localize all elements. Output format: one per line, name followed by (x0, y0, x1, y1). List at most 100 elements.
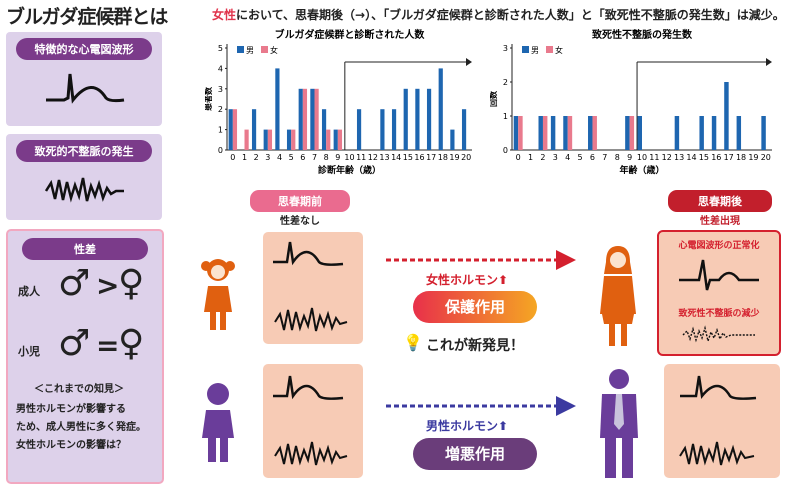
bar-male (321, 109, 327, 150)
x-tick-label: 19 (449, 153, 459, 162)
x-tick-label: 5 (289, 153, 294, 162)
bar-female (337, 129, 343, 150)
puberty-arrow-head (466, 58, 472, 66)
x-tick-label: 11 (356, 153, 366, 162)
x-tick-label: 9 (335, 153, 340, 162)
worsening-effect-badge: 増悪作用 (413, 438, 537, 470)
bar-male (761, 116, 766, 150)
x-tick-label: 10 (637, 153, 647, 162)
x-tick-label: 6 (590, 153, 595, 162)
bar-male (724, 82, 729, 150)
bar-male (563, 116, 568, 150)
bar-male (637, 116, 642, 150)
bar-male (333, 129, 338, 150)
sex-difference-appears: 性差出現 (700, 216, 740, 227)
x-tick-label: 17 (724, 153, 734, 162)
bar-male (538, 116, 543, 150)
x-tick-label: 1 (528, 153, 533, 162)
bar-male (380, 109, 385, 150)
discovery-text: これが新発見！ (426, 338, 524, 354)
x-tick-label: 4 (565, 153, 570, 162)
x-tick-label: 9 (627, 153, 632, 162)
bar-female (567, 116, 573, 150)
female-symbol-child: ♀ (118, 323, 145, 364)
boy-icon (202, 383, 234, 462)
arrhythmia-reduced-label: 致死性不整脈の減少 (678, 309, 760, 319)
bar-male (426, 88, 432, 150)
x-tick-label: 17 (426, 153, 436, 162)
bar-male (310, 88, 315, 150)
man-icon (600, 369, 638, 478)
bar-female (244, 129, 249, 150)
bar-male (736, 116, 742, 150)
chart-title: ブルガダ症候群と診断された人数 (275, 28, 426, 41)
x-axis-label: 年齢（歳） (619, 164, 664, 176)
page-title: ブルガダ症候群とは (6, 6, 168, 28)
x-tick-label: 14 (686, 153, 696, 162)
bar-male (674, 116, 680, 150)
y-axis-label: 患者数 (205, 86, 213, 111)
x-tick-label: 20 (761, 153, 771, 162)
male-hormone-label: 男性ホルモン⬆ (426, 419, 509, 433)
bar-female (518, 116, 523, 150)
y-tick-label: 2 (218, 105, 223, 114)
bar-male (228, 109, 233, 150)
bar-male (699, 116, 704, 150)
x-tick-label: 18 (736, 153, 746, 162)
x-tick-label: 7 (602, 153, 607, 162)
male-symbol-adult: ♂ (58, 263, 91, 304)
knowledge-line: 男性ホルモンが影響する (16, 404, 126, 415)
legend-swatch-male (237, 46, 244, 53)
lightbulb-icon: 💡 (403, 333, 423, 352)
y-tick-label: 5 (218, 44, 223, 53)
sex-difference-label: 性差 (22, 238, 148, 260)
knowledge-line: ため、成人男性に多く発症。 (16, 422, 146, 433)
x-tick-label: 8 (615, 153, 620, 162)
knowledge-title: ＜これまでの知見＞ (34, 384, 124, 395)
x-tick-label: 19 (748, 153, 758, 162)
arrhythmia-box: 致死的不整脈の発生 (6, 134, 162, 220)
bar-male (298, 88, 303, 150)
bar-male (391, 109, 397, 150)
y-tick-label: 1 (218, 126, 223, 135)
bar-female (629, 116, 635, 150)
post-puberty-male-ecg (664, 364, 780, 478)
x-tick-label: 13 (674, 153, 684, 162)
bar-male (438, 68, 443, 150)
child-comparison: = (96, 329, 120, 362)
x-tick-label: 8 (324, 153, 329, 162)
knowledge-line: 女性ホルモンの影響は？ (16, 440, 126, 451)
x-tick-label: 16 (711, 153, 721, 162)
bar-male (403, 88, 408, 150)
y-tick-label: 3 (503, 44, 508, 53)
x-axis-label: 診断年齢（歳） (318, 164, 381, 176)
bar-female (326, 129, 331, 150)
ecg-normalized-label: 心電図波形の正常化 (678, 241, 760, 251)
adult-label: 成人 (18, 285, 40, 298)
bar-male (550, 116, 556, 150)
x-tick-label: 12 (368, 153, 378, 162)
bar-male (513, 116, 519, 150)
x-tick-label: 11 (649, 153, 659, 162)
female-hormone-label: 女性ホルモン⬆ (426, 273, 509, 287)
legend-label-female: 女 (555, 45, 563, 55)
legend-swatch-female (546, 46, 553, 53)
post-puberty-label: 思春期後 (668, 190, 772, 212)
child-label: 小児 (18, 345, 40, 358)
legend-swatch-male (522, 46, 529, 53)
normal-ecg-wave (679, 259, 759, 291)
x-tick-label: 3 (265, 153, 270, 162)
bar-male (356, 109, 362, 150)
x-tick-label: 3 (553, 153, 558, 162)
x-tick-label: 1 (242, 153, 247, 162)
legend-label-male: 男 (246, 46, 254, 55)
x-tick-label: 10 (344, 153, 354, 162)
pre-puberty-label: 思春期前 (250, 190, 350, 212)
y-tick-label: 2 (503, 78, 508, 87)
bar-male (711, 116, 717, 150)
x-tick-label: 12 (662, 153, 672, 162)
arrhythmia-label: 致死的不整脈の発生 (16, 140, 152, 162)
x-tick-label: 4 (277, 153, 282, 162)
